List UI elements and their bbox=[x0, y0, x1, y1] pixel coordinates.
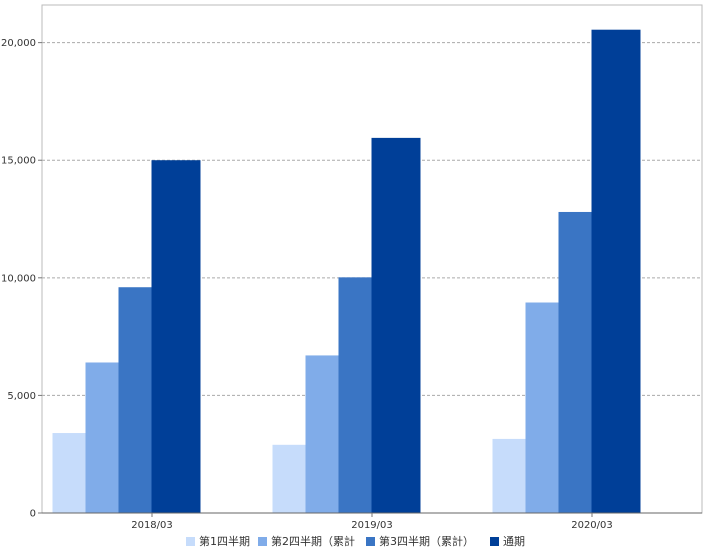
bar bbox=[591, 29, 641, 513]
bars bbox=[52, 29, 641, 514]
legend-label: 通期 bbox=[503, 535, 525, 548]
x-axis: 2018/03 2019/03 2020/03 bbox=[131, 513, 613, 531]
legend-swatch bbox=[186, 537, 195, 546]
bar bbox=[118, 287, 152, 513]
legend-swatch bbox=[490, 537, 499, 546]
y-tick-label: 0 bbox=[30, 509, 36, 520]
legend-label: 第1四半期 bbox=[199, 534, 250, 548]
x-tick-label: 2018/03 bbox=[131, 520, 173, 531]
legend-swatch bbox=[258, 537, 267, 546]
bar bbox=[305, 355, 339, 513]
legend: 第1四半期 第2四半期（累計 第3四半期（累計） 通期 bbox=[186, 534, 525, 548]
bar bbox=[338, 277, 372, 513]
legend-label: 第2四半期（累計 bbox=[271, 534, 355, 548]
bar bbox=[151, 160, 201, 513]
legend-swatch bbox=[366, 537, 375, 546]
bar bbox=[85, 362, 119, 513]
bar bbox=[272, 444, 306, 513]
x-tick-label: 2020/03 bbox=[571, 520, 613, 531]
bar bbox=[52, 433, 86, 513]
legend-label: 第3四半期（累計） bbox=[379, 534, 474, 548]
bar bbox=[525, 302, 559, 513]
y-tick-label: 15,000 bbox=[1, 156, 36, 167]
y-tick-label: 5,000 bbox=[7, 391, 36, 402]
bar bbox=[492, 438, 526, 513]
y-tick-label: 10,000 bbox=[1, 273, 36, 284]
y-tick-label: 20,000 bbox=[1, 38, 36, 49]
bar bbox=[558, 211, 592, 514]
bar bbox=[371, 137, 421, 513]
x-tick-label: 2019/03 bbox=[351, 520, 393, 531]
